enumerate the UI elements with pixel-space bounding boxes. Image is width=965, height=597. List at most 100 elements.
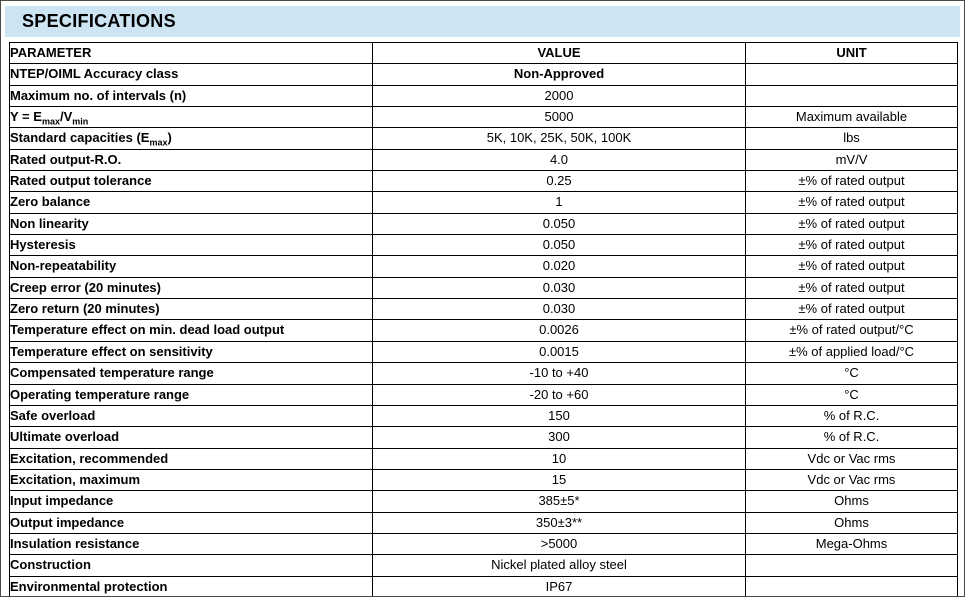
unit-cell: Vdc or Vac rms [745, 447, 958, 470]
unit-cell: mV/V [745, 148, 958, 172]
page-title: SPECIFICATIONS [22, 11, 176, 31]
table-row: Zero balance 1 ±% of rated output [9, 191, 958, 214]
unit-cell: ±% of rated output [745, 298, 958, 321]
param-cell: Ultimate overload [9, 426, 373, 449]
value-cell: 0.050 [372, 234, 746, 257]
table-row: Environmental protection IP67 [9, 575, 958, 596]
param-cell: Output impedance [9, 511, 373, 534]
param-cell: Maximum no. of intervals (n) [9, 84, 373, 108]
param-cell: Safe overload [9, 404, 373, 428]
param-cell: Zero balance [9, 191, 373, 214]
param-cell: Non-repeatability [9, 255, 373, 278]
value-cell: 10 [372, 447, 746, 470]
param-cell: Creep error (20 minutes) [9, 276, 373, 300]
param-cell: Zero return (20 minutes) [9, 298, 373, 321]
column-header-parameter: PARAMETER [9, 41, 373, 65]
param-cell: Rated output-R.O. [9, 148, 373, 172]
unit-cell: Maximum available [745, 106, 958, 129]
table-row: Zero return (20 minutes) 0.030 ±% of rated… [9, 298, 958, 321]
table-row: Standard capacities (Emax) 5K, 10K, 25K, … [9, 127, 958, 150]
unit-cell: ±% of rated output [745, 276, 958, 300]
value-cell: 150 [372, 404, 746, 428]
param-cell: Rated output tolerance [9, 170, 373, 193]
unit-cell: ±% of applied load/°C [745, 340, 958, 364]
value-cell: -20 to +60 [372, 383, 746, 406]
unit-cell: ±% of rated output [745, 191, 958, 214]
param-cell: Temperature effect on sensitivity [9, 340, 373, 364]
param-cell: Y = Emax/Vmin [9, 106, 373, 129]
param-cell: Insulation resistance [9, 532, 373, 556]
param-cell: Excitation, recommended [9, 447, 373, 470]
unit-cell [745, 575, 958, 596]
param-cell: Standard capacities (Emax) [9, 127, 373, 150]
unit-cell: ±% of rated output [745, 234, 958, 257]
param-cell: Compensated temperature range [9, 362, 373, 385]
value-cell: 0.25 [372, 170, 746, 193]
value-cell: IP67 [372, 575, 746, 596]
unit-cell [745, 84, 958, 108]
column-header-value: VALUE [372, 41, 746, 65]
table-row: Insulation resistance >5000 Mega-Ohms [9, 532, 958, 556]
value-cell: 0.0015 [372, 340, 746, 364]
value-cell: 0.050 [372, 212, 746, 236]
param-cell: Input impedance [9, 490, 373, 513]
table-row: Ultimate overload 300% of R.C. [9, 426, 958, 449]
param-cell: Construction [9, 554, 373, 577]
param-cell: Excitation, maximum [9, 468, 373, 492]
param-cell: Environmental protection [9, 575, 373, 596]
table-row: Safe overload 150% of R.C. [9, 404, 958, 428]
table-row: Output impedance 350±3** Ohms [9, 511, 958, 534]
param-cell: Hysteresis [9, 234, 373, 257]
table-row: Temperature effect on sensitivity 0.0015 ±… [9, 340, 958, 364]
unit-cell [745, 63, 958, 86]
unit-cell: ±% of rated output/°C [745, 319, 958, 342]
unit-cell: Mega-Ohms [745, 532, 958, 556]
unit-cell [745, 554, 958, 577]
value-cell: 4.0 [372, 148, 746, 172]
value-cell: -10 to +40 [372, 362, 746, 385]
value-cell: 0.0026 [372, 319, 746, 342]
table-row: Operating temperature range -20 to +60 °C [9, 383, 958, 406]
value-cell: Nickel plated alloy steel [372, 554, 746, 577]
value-cell: 385±5* [372, 490, 746, 513]
value-cell: >5000 [372, 532, 746, 556]
table-row: Excitation, recommended 10 Vdc or Vac rms [9, 447, 958, 470]
unit-cell: °C [745, 383, 958, 406]
column-header-unit: UNIT [745, 41, 958, 65]
table-row: Y = Emax/Vmin 5000 Maximum available [9, 106, 958, 129]
unit-cell: % of R.C. [745, 426, 958, 449]
value-cell: 300 [372, 426, 746, 449]
spec-table-body: NTEP/OIML Accuracy class Non-Approved Maxi… [9, 63, 958, 596]
unit-cell: ±% of rated output [745, 212, 958, 236]
unit-cell: lbs [745, 127, 958, 150]
table-header-row: PARAMETER VALUE UNIT [9, 41, 958, 65]
table-row: Rated output tolerance 0.25 ±% of rated ou… [9, 170, 958, 193]
unit-cell: ±% of rated output [745, 170, 958, 193]
value-cell: 350±3** [372, 511, 746, 534]
table-row: Input impedance 385±5* Ohms [9, 490, 958, 513]
param-cell: Non linearity [9, 212, 373, 236]
value-cell: 1 [372, 191, 746, 214]
table-row: Excitation, maximum 15 Vdc or Vac rms [9, 468, 958, 492]
value-cell: 0.030 [372, 298, 746, 321]
table-row: Hysteresis 0.050 ±% of rated output [9, 234, 958, 257]
param-cell: Operating temperature range [9, 383, 373, 406]
section-header-band: SPECIFICATIONS [5, 6, 960, 37]
value-cell: 0.030 [372, 276, 746, 300]
value-cell: 15 [372, 468, 746, 492]
unit-cell: ±% of rated output [745, 255, 958, 278]
unit-cell: Ohms [745, 490, 958, 513]
specifications-table: PARAMETER VALUE UNIT NTEP/OIML Accuracy … [9, 41, 958, 596]
table-row: Construction Nickel plated alloy steel [9, 554, 958, 577]
unit-cell: % of R.C. [745, 404, 958, 428]
table-row: Rated output-R.O. 4.0 mV/V [9, 148, 958, 172]
unit-cell: Ohms [745, 511, 958, 534]
param-cell: NTEP/OIML Accuracy class [9, 63, 373, 86]
unit-cell: Vdc or Vac rms [745, 468, 958, 492]
table-row: NTEP/OIML Accuracy class Non-Approved [9, 63, 958, 86]
table-row: Non linearity 0.050 ±% of rated output [9, 212, 958, 236]
table-row: Creep error (20 minutes) 0.030 ±% of rated… [9, 276, 958, 300]
value-cell: Non-Approved [372, 63, 746, 86]
value-cell: 5K, 10K, 25K, 50K, 100K [372, 127, 746, 150]
